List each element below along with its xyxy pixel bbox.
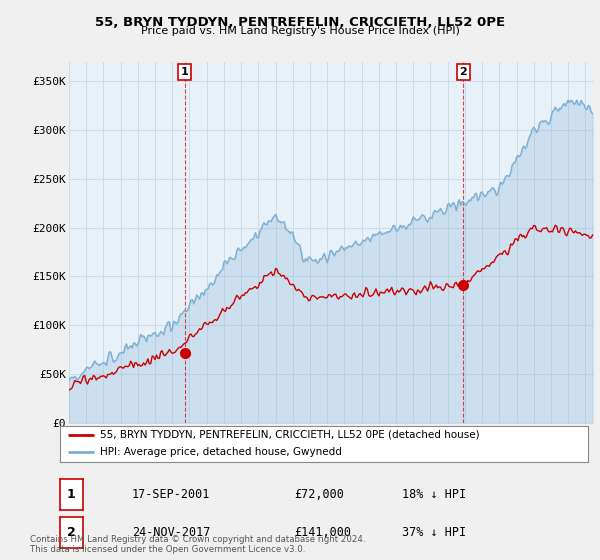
Text: HPI: Average price, detached house, Gwynedd: HPI: Average price, detached house, Gwyn…: [100, 447, 341, 457]
Text: 2: 2: [460, 67, 467, 77]
Text: 1: 1: [181, 67, 188, 77]
Text: Price paid vs. HM Land Registry's House Price Index (HPI): Price paid vs. HM Land Registry's House …: [140, 26, 460, 36]
Text: Contains HM Land Registry data © Crown copyright and database right 2024.
This d: Contains HM Land Registry data © Crown c…: [30, 535, 365, 554]
Text: 2: 2: [67, 526, 76, 539]
Text: £141,000: £141,000: [294, 526, 351, 539]
Text: £72,000: £72,000: [294, 488, 344, 501]
Text: 18% ↓ HPI: 18% ↓ HPI: [402, 488, 466, 501]
Text: 55, BRYN TYDDYN, PENTREFELIN, CRICCIETH, LL52 0PE: 55, BRYN TYDDYN, PENTREFELIN, CRICCIETH,…: [95, 16, 505, 29]
Text: 55, BRYN TYDDYN, PENTREFELIN, CRICCIETH, LL52 0PE (detached house): 55, BRYN TYDDYN, PENTREFELIN, CRICCIETH,…: [100, 430, 479, 440]
Text: 37% ↓ HPI: 37% ↓ HPI: [402, 526, 466, 539]
Text: 17-SEP-2001: 17-SEP-2001: [132, 488, 211, 501]
Text: 24-NOV-2017: 24-NOV-2017: [132, 526, 211, 539]
Text: 1: 1: [67, 488, 76, 501]
